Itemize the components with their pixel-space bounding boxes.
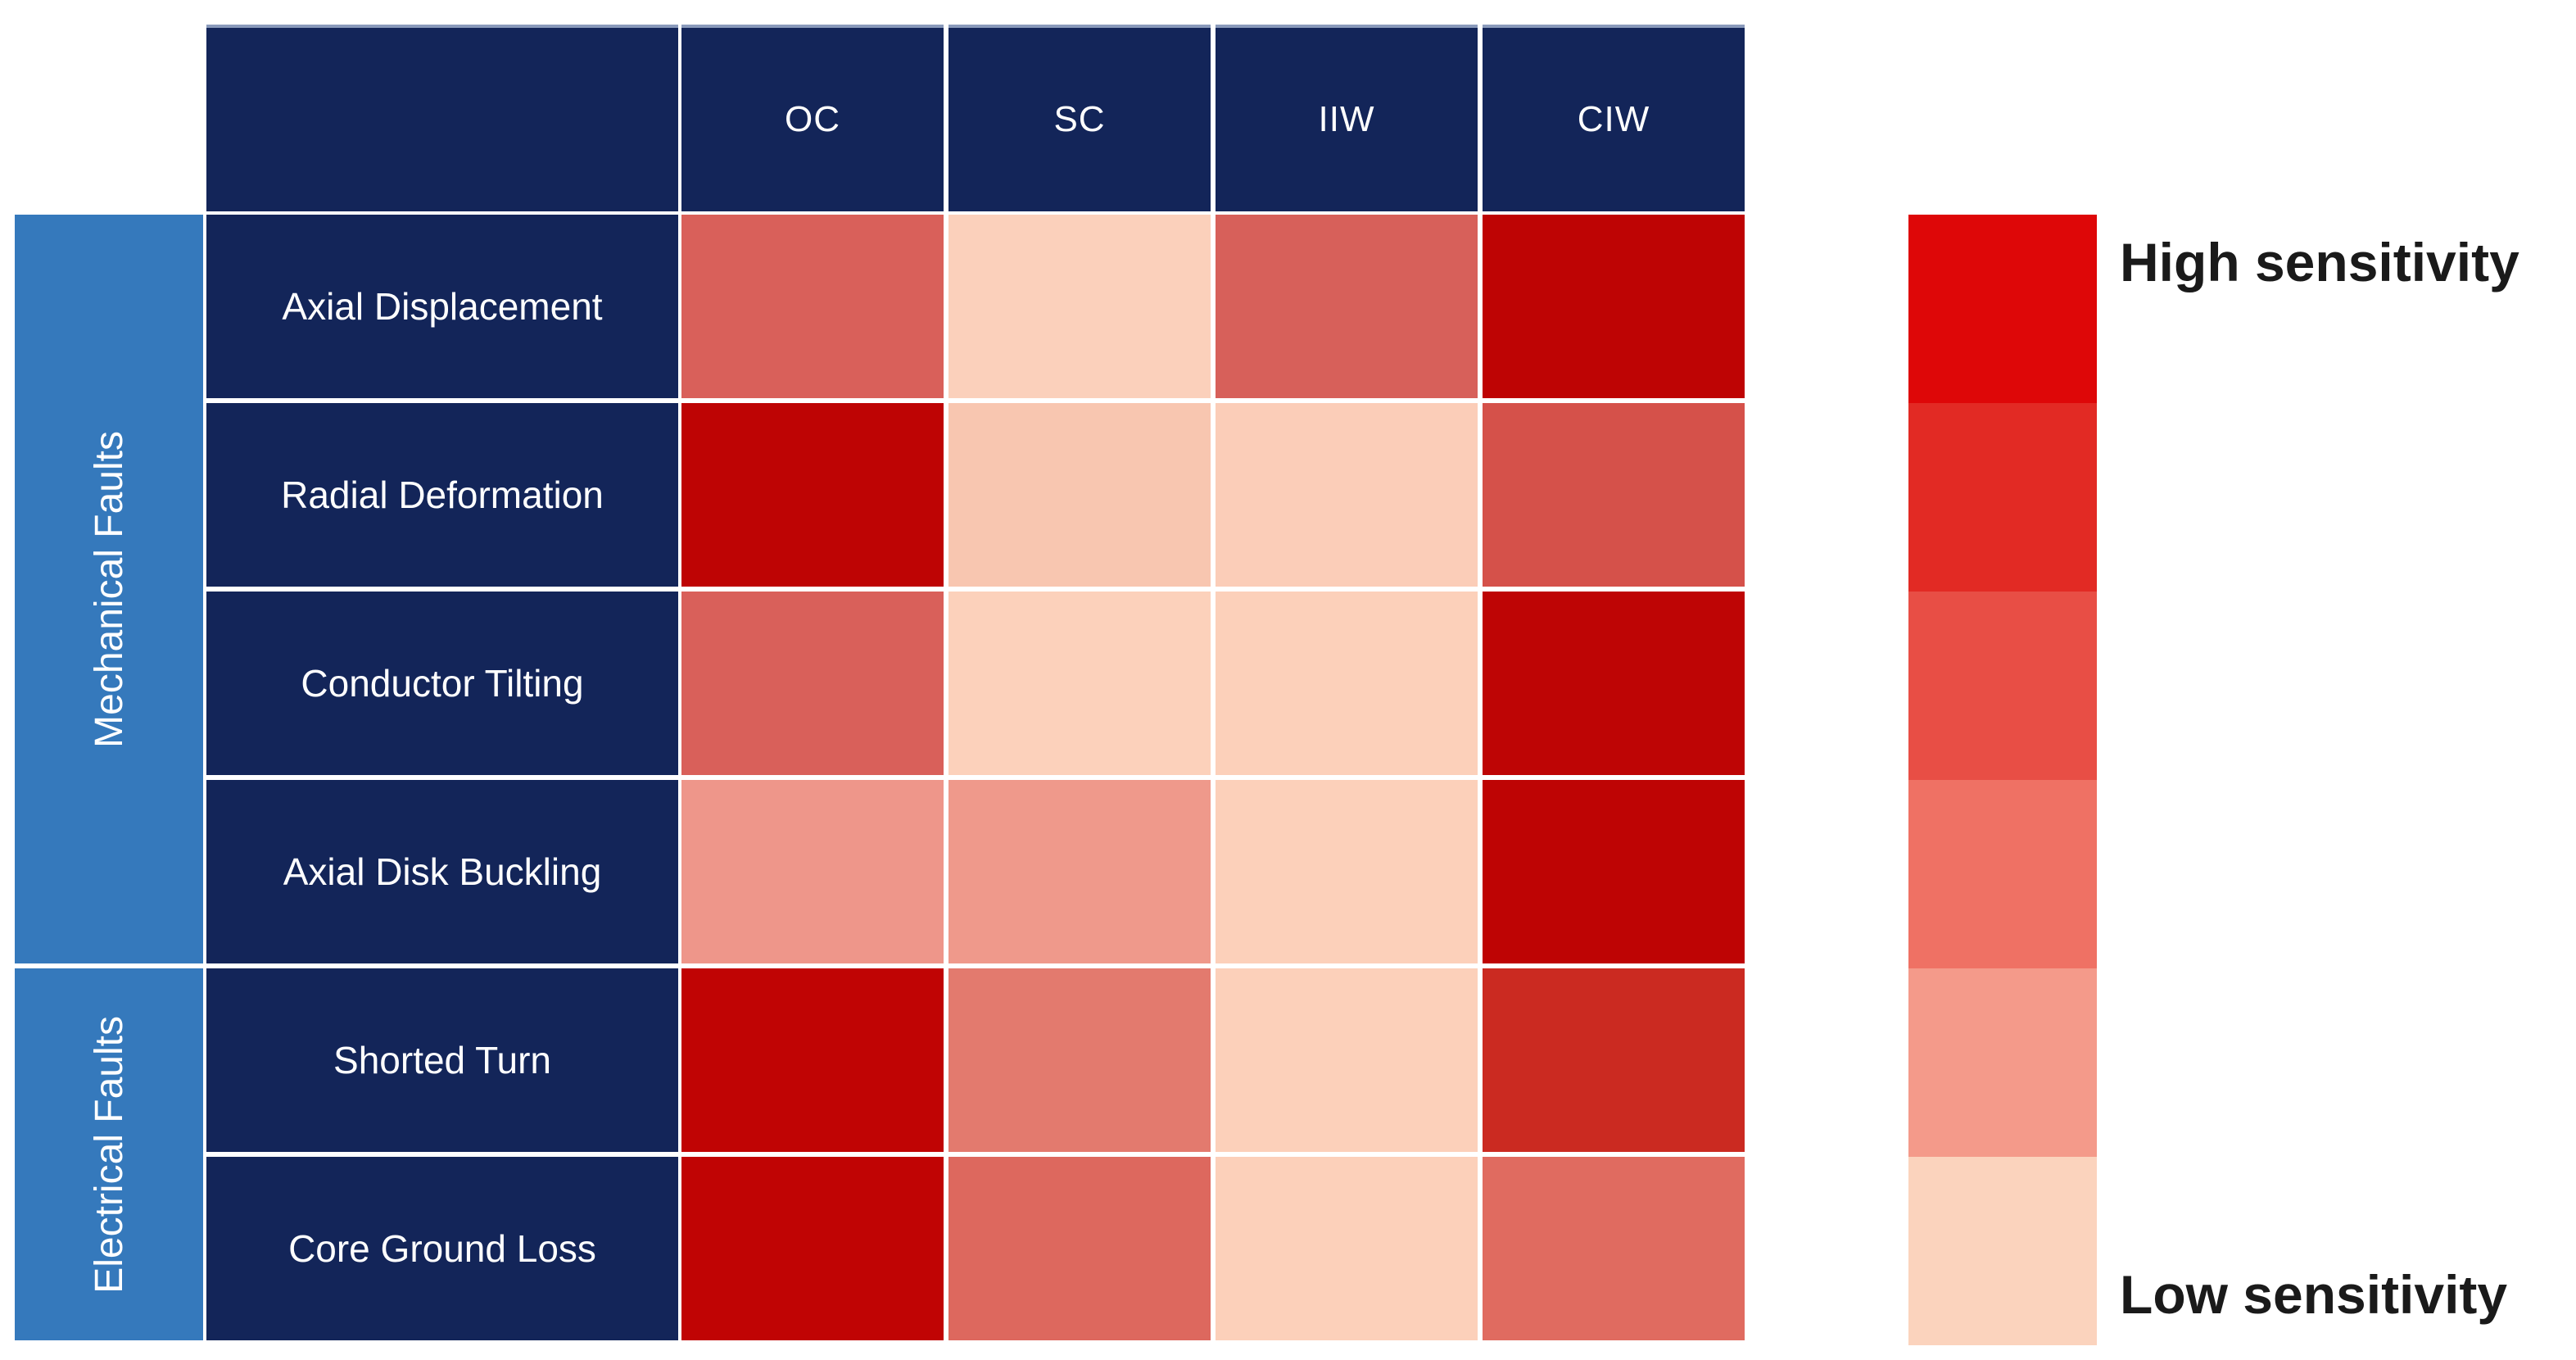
row-label-shorted-turn: Shorted Turn xyxy=(206,968,678,1152)
heatmap-cell-5-2 xyxy=(1216,1157,1478,1340)
legend-swatch-0 xyxy=(1908,215,2097,403)
group-band-electrical-faults: Electrical Faults xyxy=(15,968,203,1340)
legend-swatch-2 xyxy=(1908,592,2097,780)
heatmap-cell-4-3 xyxy=(1483,968,1745,1152)
heatmap-cell-3-3 xyxy=(1483,780,1745,963)
heatmap-cell-0-1 xyxy=(948,215,1211,398)
row-label-axial-displacement: Axial Displacement xyxy=(206,215,678,398)
heatmap-cell-5-3 xyxy=(1483,1157,1745,1340)
legend-swatch-5 xyxy=(1908,1157,2097,1345)
row-label-core-ground-loss: Core Ground Loss xyxy=(206,1157,678,1340)
group-label-electrical-faults: Electrical Faults xyxy=(87,1015,131,1294)
column-header-ciw: CIW xyxy=(1483,25,1745,211)
heatmap-cell-4-1 xyxy=(948,968,1211,1152)
row-label-conductor-tilting: Conductor Tilting xyxy=(206,592,678,775)
heatmap-cell-5-1 xyxy=(948,1157,1211,1340)
heatmap-cell-3-2 xyxy=(1216,780,1478,963)
group-band-mechanical-faults: Mechanical Faults xyxy=(15,215,203,963)
heatmap-cell-4-0 xyxy=(681,968,944,1152)
column-header-oc: OC xyxy=(681,25,944,211)
heatmap-cell-0-0 xyxy=(681,215,944,398)
heatmap-cell-2-3 xyxy=(1483,592,1745,775)
heatmap-cell-2-1 xyxy=(948,592,1211,775)
heatmap-cell-1-0 xyxy=(681,403,944,587)
heatmap-cell-0-2 xyxy=(1216,215,1478,398)
heatmap-cell-0-3 xyxy=(1483,215,1745,398)
heatmap-cell-2-2 xyxy=(1216,592,1478,775)
legend-swatch-4 xyxy=(1908,968,2097,1157)
row-label-radial-deformation: Radial Deformation xyxy=(206,403,678,587)
table-corner-cell xyxy=(206,25,678,211)
heatmap-cell-3-0 xyxy=(681,780,944,963)
legend-swatch-3 xyxy=(1908,780,2097,968)
column-header-iiw: IIW xyxy=(1216,25,1478,211)
heatmap-cell-1-2 xyxy=(1216,403,1478,587)
heatmap-cell-5-0 xyxy=(681,1157,944,1340)
heatmap-cell-4-2 xyxy=(1216,968,1478,1152)
heatmap-cell-1-1 xyxy=(948,403,1211,587)
legend-low-label: Low sensitivity xyxy=(2120,1264,2508,1325)
legend-high-label: High sensitivity xyxy=(2120,232,2519,292)
heatmap-cell-3-1 xyxy=(948,780,1211,963)
legend-swatch-1 xyxy=(1908,403,2097,592)
heatmap-cell-2-0 xyxy=(681,592,944,775)
row-label-axial-disk-buckling: Axial Disk Buckling xyxy=(206,780,678,963)
group-label-mechanical-faults: Mechanical Faults xyxy=(87,430,131,748)
heatmap-cell-1-3 xyxy=(1483,403,1745,587)
column-header-sc: SC xyxy=(948,25,1211,211)
